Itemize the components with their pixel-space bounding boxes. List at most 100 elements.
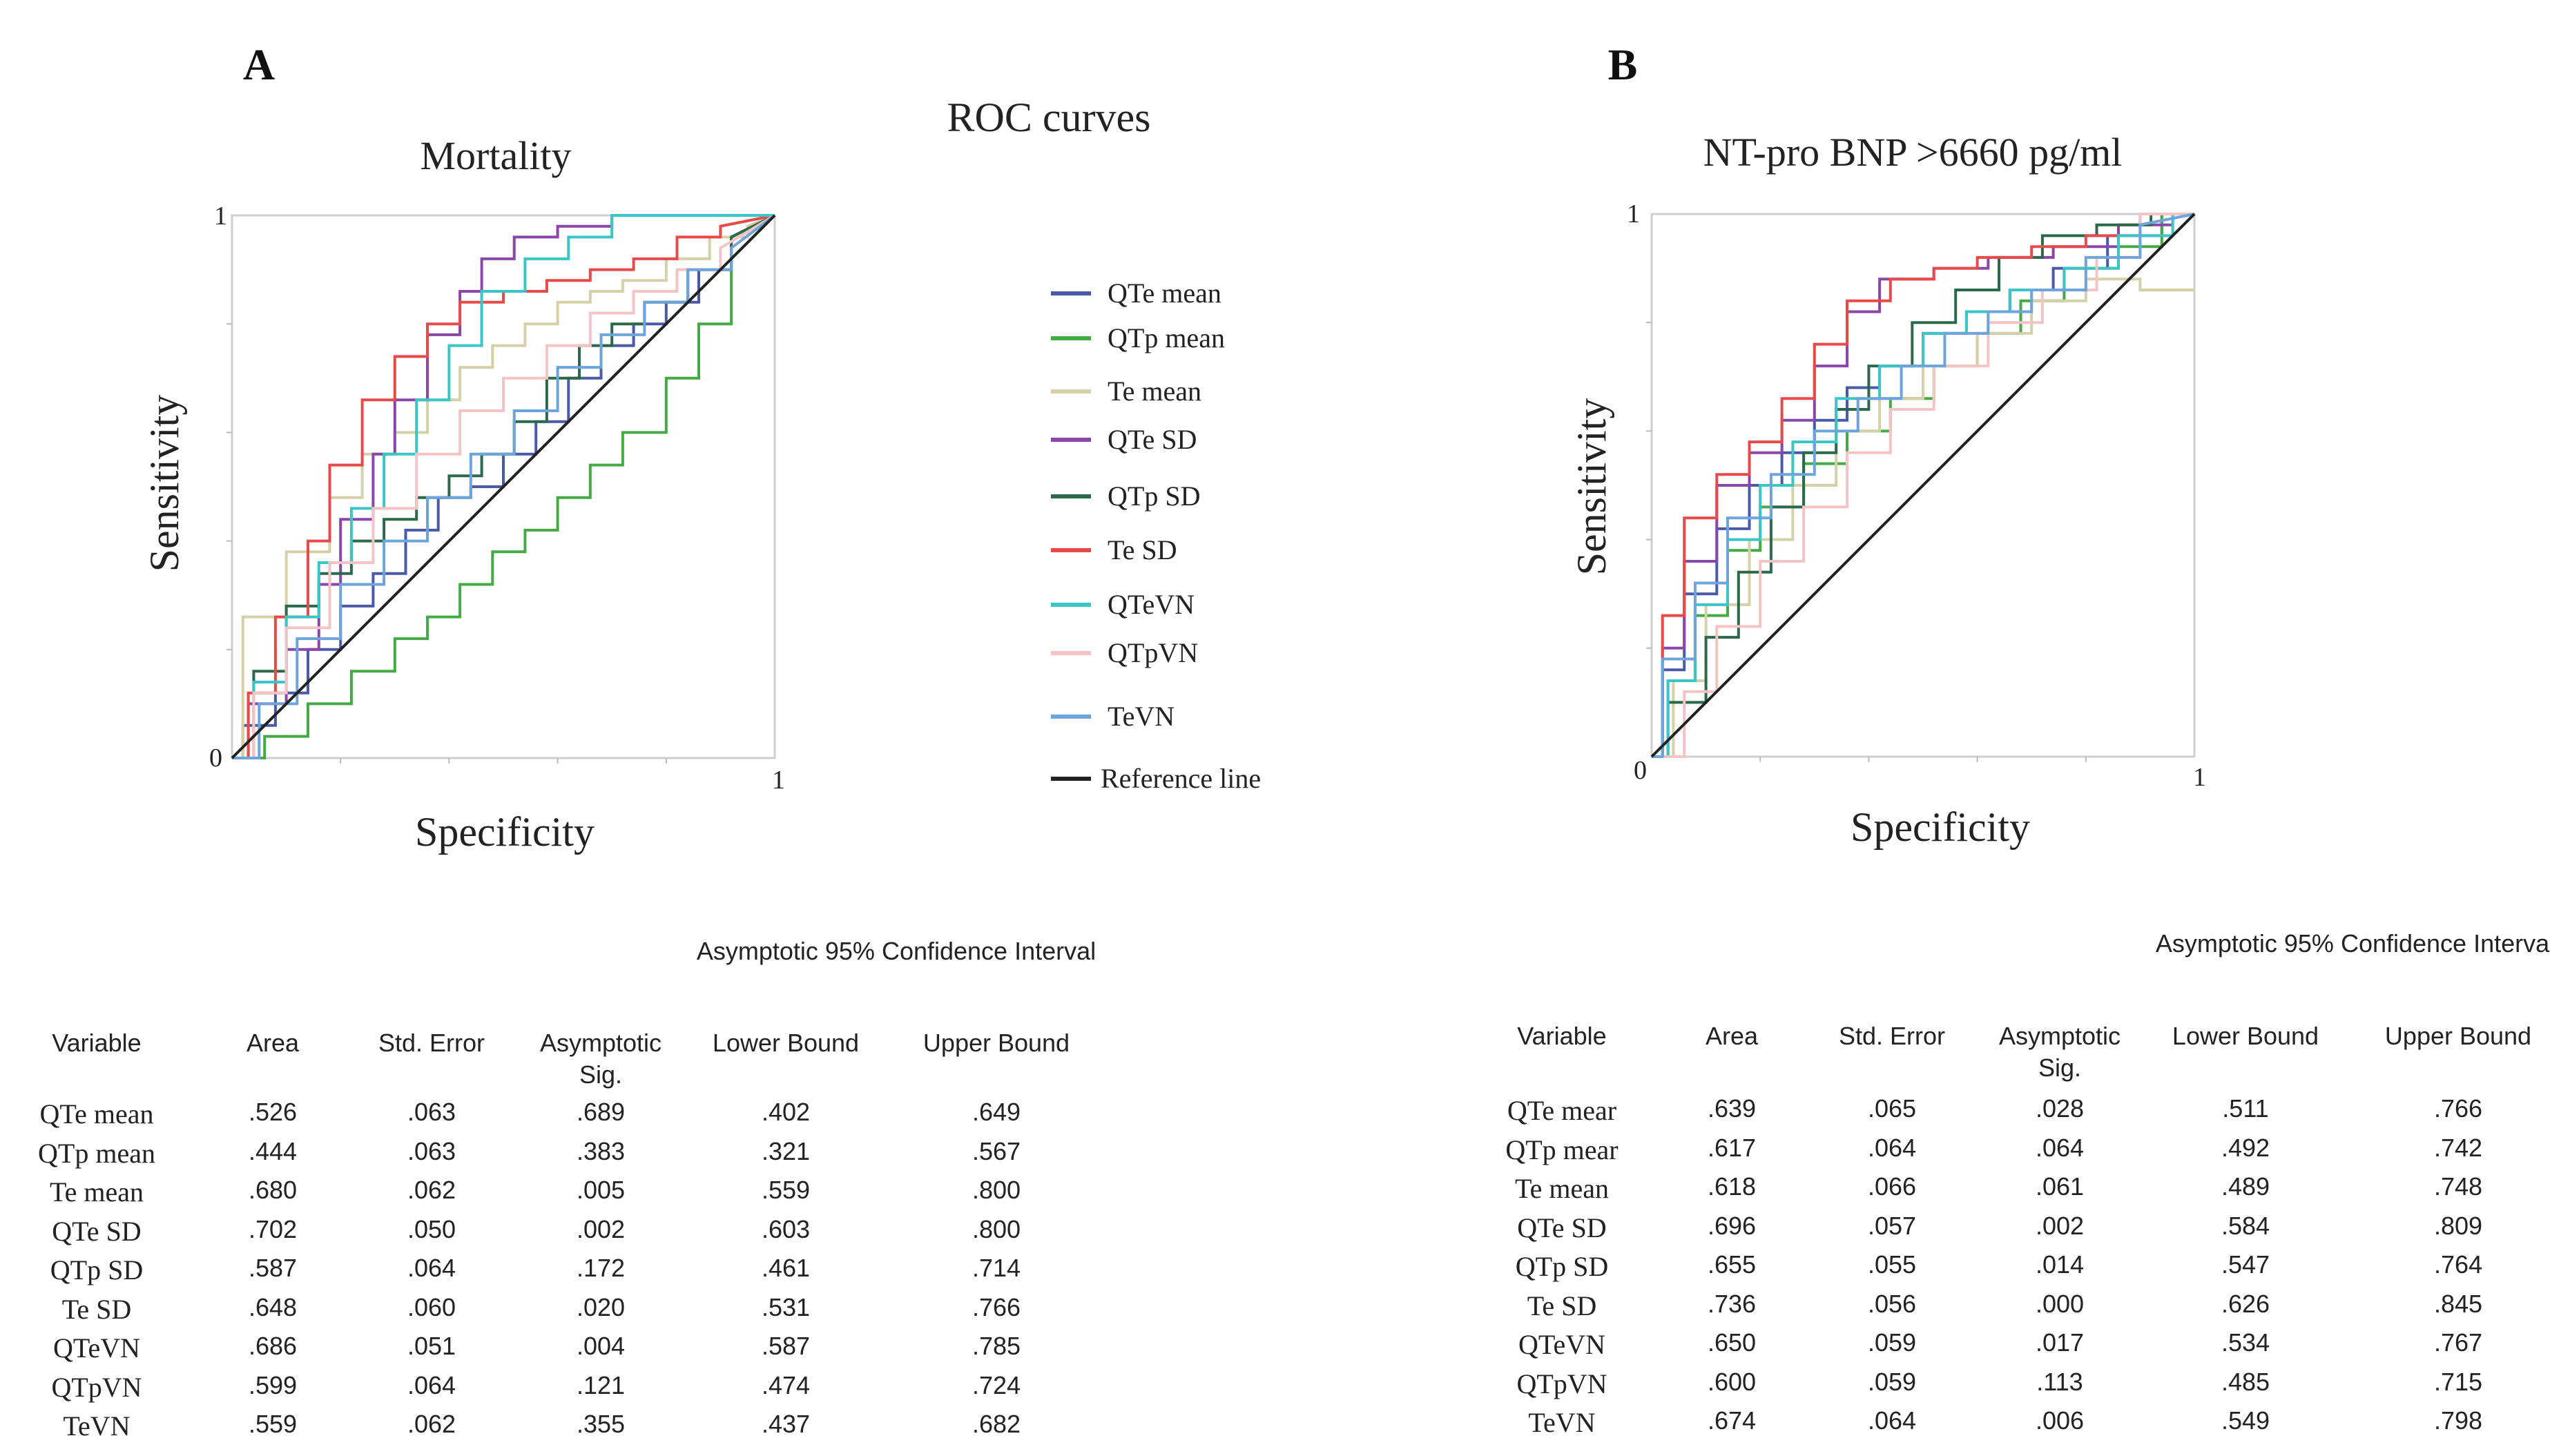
table-cell: .766 bbox=[972, 1292, 1021, 1321]
table-cell: .050 bbox=[407, 1214, 456, 1243]
legend-label: QTp mean bbox=[1108, 322, 1225, 353]
panel-a: A Mortality 0 1 1 Specificity Sensitivity bbox=[142, 40, 785, 855]
table-cell: .492 bbox=[2221, 1133, 2270, 1162]
table-cell: .702 bbox=[248, 1214, 298, 1243]
legend-label: QTp SD bbox=[1108, 481, 1200, 512]
table-cell: .172 bbox=[576, 1254, 626, 1282]
row-variable: Te SD bbox=[1527, 1290, 1597, 1321]
table-cell: .060 bbox=[407, 1292, 456, 1321]
table-cell: .680 bbox=[248, 1176, 298, 1204]
table-cell: .066 bbox=[1867, 1172, 1917, 1201]
table-cell: .028 bbox=[2035, 1094, 2085, 1123]
legend-label: Te mean bbox=[1108, 376, 1201, 407]
series-line-qtp-mean bbox=[232, 214, 776, 759]
row-variable: QTp SD bbox=[1515, 1251, 1609, 1282]
series-line-te-mean bbox=[1652, 278, 2194, 758]
table-cell: .485 bbox=[2221, 1367, 2270, 1396]
table-cell: .724 bbox=[972, 1370, 1021, 1399]
series-line-qtpvn bbox=[1652, 213, 2194, 758]
column-header: Variable bbox=[52, 1029, 142, 1057]
table-cell: .748 bbox=[2433, 1172, 2483, 1201]
table-cell: .014 bbox=[2035, 1250, 2085, 1279]
row-variable: QTpVN bbox=[51, 1371, 142, 1403]
series-line-qte-mean bbox=[1652, 213, 2194, 758]
row-variable: QTp mear bbox=[1505, 1134, 1619, 1165]
table-cell: .437 bbox=[761, 1410, 811, 1438]
series-line-tevn bbox=[232, 214, 776, 759]
y-axis-label: Sensitivity bbox=[142, 395, 187, 572]
table-cell: .005 bbox=[576, 1176, 626, 1204]
table-cell: .845 bbox=[2433, 1289, 2483, 1318]
series-line-qtpvn bbox=[232, 214, 776, 759]
table-cell: .714 bbox=[972, 1254, 1021, 1282]
column-header: Std. Error bbox=[1838, 1022, 1946, 1050]
table-cell: .064 bbox=[407, 1254, 456, 1282]
row-variable: Te mean bbox=[49, 1176, 144, 1207]
table-cell: .766 bbox=[2433, 1094, 2483, 1123]
row-variable: QTp mean bbox=[38, 1137, 155, 1169]
table-cell: .004 bbox=[576, 1332, 626, 1360]
table-cell: .800 bbox=[972, 1176, 1021, 1204]
column-header: Asymptotic Sig. bbox=[539, 1029, 662, 1089]
row-variable: TeVN bbox=[1528, 1407, 1596, 1438]
table-cell: .587 bbox=[761, 1332, 811, 1360]
table-cell: .461 bbox=[761, 1254, 811, 1282]
column-header: Upper Bound bbox=[923, 1029, 1070, 1057]
table-cell: .051 bbox=[407, 1332, 456, 1360]
table-cell: .655 bbox=[1707, 1250, 1757, 1279]
series-line-qtevn bbox=[1652, 213, 2194, 758]
x-axis-label: Specificity bbox=[1851, 804, 2030, 850]
table-cell: .055 bbox=[1867, 1250, 1917, 1279]
row-variable: Te mean bbox=[1514, 1173, 1609, 1204]
y-tick-label: 1 bbox=[1627, 200, 1640, 229]
table-cell: .767 bbox=[2433, 1328, 2483, 1357]
table-cell: .511 bbox=[2222, 1094, 2269, 1123]
table-cell: .121 bbox=[576, 1370, 626, 1399]
table-cell: .599 bbox=[248, 1370, 298, 1399]
x-axis-label: Specificity bbox=[415, 809, 595, 855]
table-cell: .006 bbox=[2035, 1406, 2085, 1435]
table-cell: .584 bbox=[2221, 1211, 2270, 1240]
legend-label: QTe mean bbox=[1108, 278, 1221, 309]
chart-title: Mortality bbox=[420, 133, 571, 178]
panel-label: A bbox=[243, 40, 275, 89]
row-variable: TeVN bbox=[63, 1410, 131, 1442]
table-cell: .002 bbox=[2035, 1211, 2085, 1240]
table-cell: .321 bbox=[761, 1136, 811, 1165]
column-header: Variable bbox=[1517, 1022, 1607, 1050]
legend-label: TeVN bbox=[1108, 701, 1175, 732]
table-cell: .715 bbox=[2433, 1367, 2483, 1396]
table-cell: .649 bbox=[972, 1098, 1021, 1126]
table-cell: .736 bbox=[1707, 1289, 1757, 1318]
legend-label: Reference line bbox=[1101, 763, 1261, 794]
table-cell: .355 bbox=[576, 1410, 626, 1438]
table-cell: .489 bbox=[2221, 1172, 2270, 1201]
table-cell: .000 bbox=[2035, 1289, 2085, 1318]
y-tick-label: 0 bbox=[1634, 756, 1647, 785]
table-cell: .444 bbox=[248, 1136, 298, 1165]
table-cell: .063 bbox=[407, 1136, 456, 1165]
table-cell: .587 bbox=[248, 1254, 298, 1282]
table-cell: .062 bbox=[407, 1410, 456, 1438]
panel-b: B NT-pro BNP >6660 pg/ml 0 1 1 Specificity Sen… bbox=[1569, 40, 2206, 850]
table-cell: .742 bbox=[2433, 1133, 2483, 1162]
figure-main-title: ROC curves bbox=[947, 95, 1151, 140]
column-header: Lower Bound bbox=[712, 1029, 860, 1057]
table-cell: .549 bbox=[2221, 1406, 2270, 1435]
row-variable: QTp SD bbox=[50, 1254, 144, 1285]
table-cell: .547 bbox=[2221, 1250, 2270, 1279]
table-cell: .674 bbox=[1707, 1406, 1757, 1435]
table-cell: .474 bbox=[761, 1370, 811, 1399]
legend-label: QTe SD bbox=[1108, 424, 1197, 455]
table-cell: .064 bbox=[2035, 1133, 2085, 1162]
x-tick-label: 1 bbox=[2193, 763, 2206, 792]
ci-header: Asymptotic 95% Confidence Interval bbox=[696, 937, 1097, 965]
table-cell: .017 bbox=[2035, 1328, 2085, 1357]
table-cell: .800 bbox=[972, 1214, 1021, 1243]
series-line-te-sd bbox=[1652, 213, 2194, 758]
row-variable: Te SD bbox=[61, 1293, 132, 1325]
table-cell: .402 bbox=[761, 1098, 811, 1126]
column-header: Area bbox=[1705, 1022, 1759, 1050]
table-cell: .617 bbox=[1707, 1133, 1757, 1162]
